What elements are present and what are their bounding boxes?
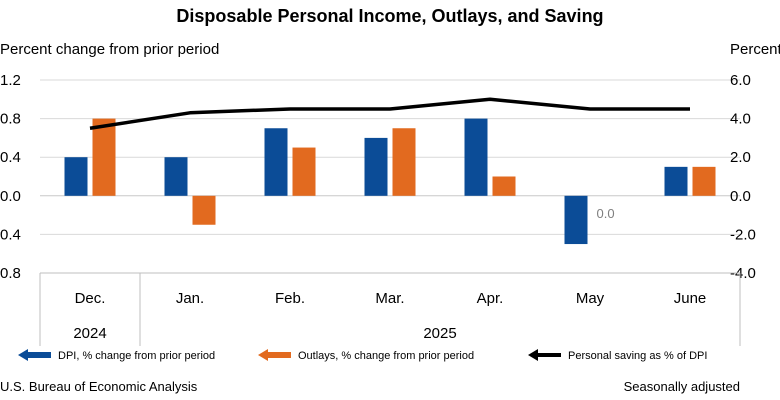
right-axis-ticks: 6.0 4.0 2.0 0.0 -2.0 -4.0	[730, 72, 756, 282]
right-tick-label: 2.0	[730, 149, 751, 166]
saving-rate-line	[89, 97, 690, 130]
right-tick-label: 0.0	[730, 188, 751, 205]
x-tick-label: Jan.	[176, 290, 204, 307]
dpi-bar	[264, 128, 288, 196]
legend-label: Outlays, % change from prior period	[298, 350, 474, 362]
left-tick-label: 0.4	[0, 149, 21, 166]
left-tick-label: 0.0	[0, 188, 21, 205]
seasonal-note: Seasonally adjusted	[624, 379, 740, 394]
left-tick-label: 0.4	[0, 226, 21, 243]
saving-line-group	[89, 97, 690, 130]
x-tick-label: June	[674, 290, 707, 307]
dpi-legend-arrow	[18, 349, 51, 361]
left-axis-label: Percent change from prior period	[0, 41, 219, 58]
dpi-bar	[64, 157, 88, 196]
legend: DPI, % change from prior period Outlays, …	[18, 349, 707, 362]
x-tick-label: Feb.	[275, 290, 305, 307]
year-label: 2024	[73, 325, 106, 342]
annotations: 0.0	[597, 206, 615, 221]
left-axis-ticks: 1.2 0.8 0.4 0.0 0.4 0.8	[0, 72, 21, 282]
outlays-bar	[692, 166, 716, 196]
outlays-bar	[92, 118, 116, 196]
legend-label: Personal saving as % of DPI	[568, 350, 707, 362]
gridlines	[40, 79, 740, 235]
bars	[64, 118, 716, 245]
source-note: U.S. Bureau of Economic Analysis	[0, 379, 198, 394]
x-tick-label: May	[576, 290, 605, 307]
right-tick-label: -4.0	[730, 265, 756, 282]
data-label: 0.0	[597, 206, 615, 221]
x-tick-label: Apr.	[477, 290, 504, 307]
right-tick-label: -2.0	[730, 226, 756, 243]
dpi-bar	[564, 195, 588, 245]
x-tick-label: Mar.	[375, 290, 404, 307]
saving-legend-arrow	[528, 349, 561, 361]
year-label: 2025	[423, 325, 456, 342]
right-axis-label: Percent	[730, 41, 780, 58]
right-tick-label: 4.0	[730, 111, 751, 128]
dpi-bar	[664, 166, 688, 196]
outlays-bar	[192, 195, 216, 225]
x-tick-label: Dec.	[75, 290, 106, 307]
dpi-bar	[464, 118, 488, 196]
outlays-bar	[392, 128, 416, 196]
dpi-bar	[164, 157, 188, 196]
left-tick-label: 1.2	[0, 72, 21, 89]
chart-title: Disposable Personal Income, Outlays, and…	[176, 6, 603, 26]
outlays-bar	[292, 147, 316, 196]
outlays-bar	[492, 176, 516, 196]
right-tick-label: 6.0	[730, 72, 751, 89]
left-tick-label: 0.8	[0, 111, 21, 128]
dpi-bar	[364, 137, 388, 196]
legend-label: DPI, % change from prior period	[58, 350, 215, 362]
left-tick-label: 0.8	[0, 265, 21, 282]
x-axis-table: Dec. Jan. Feb. Mar. Apr. May June 2024 2025	[39, 272, 741, 346]
outlays-legend-arrow	[258, 349, 291, 361]
